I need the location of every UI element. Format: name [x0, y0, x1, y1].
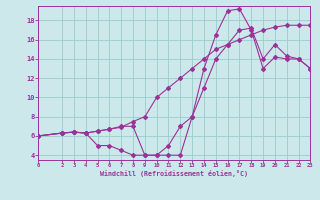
X-axis label: Windchill (Refroidissement éolien,°C): Windchill (Refroidissement éolien,°C) — [100, 170, 248, 177]
